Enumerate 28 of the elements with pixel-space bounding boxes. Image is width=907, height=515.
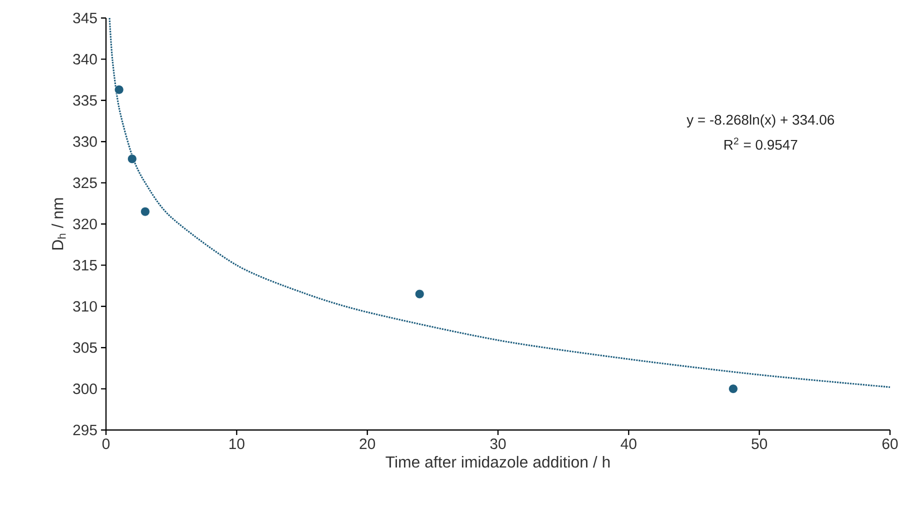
y-tick-label: 345 bbox=[73, 12, 97, 24]
x-tick-label: 10 bbox=[230, 438, 244, 450]
line-series bbox=[108, 17, 891, 388]
y-tick-label: 305 bbox=[73, 342, 97, 353]
x-tick-label: 0 bbox=[102, 438, 110, 450]
y-tick-label: 295 bbox=[73, 424, 97, 436]
y-tick-label: 330 bbox=[73, 136, 97, 147]
point bbox=[127, 154, 137, 164]
y-tick-label: 325 bbox=[73, 178, 97, 188]
point bbox=[414, 289, 424, 299]
y-tick-label: 335 bbox=[73, 95, 97, 106]
y-tick-label: 320 bbox=[73, 218, 97, 230]
annotation: R$^{2}$ = 0.9547 bbox=[724, 138, 798, 150]
point bbox=[140, 206, 150, 216]
point bbox=[114, 85, 124, 94]
x-tick-label: 30 bbox=[490, 438, 506, 450]
annotation: y = -8.268ln(x) + 334.06 bbox=[686, 114, 834, 128]
y-axis-title: D$_{h}$ / nm bbox=[52, 198, 66, 250]
x-axis-title: Time after imidazole addition / h bbox=[386, 456, 610, 468]
x-tick-label: 60 bbox=[882, 438, 898, 450]
x-tick-label: 40 bbox=[620, 438, 636, 450]
point bbox=[728, 384, 738, 394]
y-tick-label: 340 bbox=[73, 54, 97, 64]
x-tick-label: 50 bbox=[752, 438, 768, 450]
x-tick-label: 20 bbox=[360, 438, 376, 450]
y-tick-label: 310 bbox=[73, 301, 97, 312]
y-tick-label: 315 bbox=[73, 260, 97, 270]
y-tick-label: 300 bbox=[73, 384, 97, 394]
